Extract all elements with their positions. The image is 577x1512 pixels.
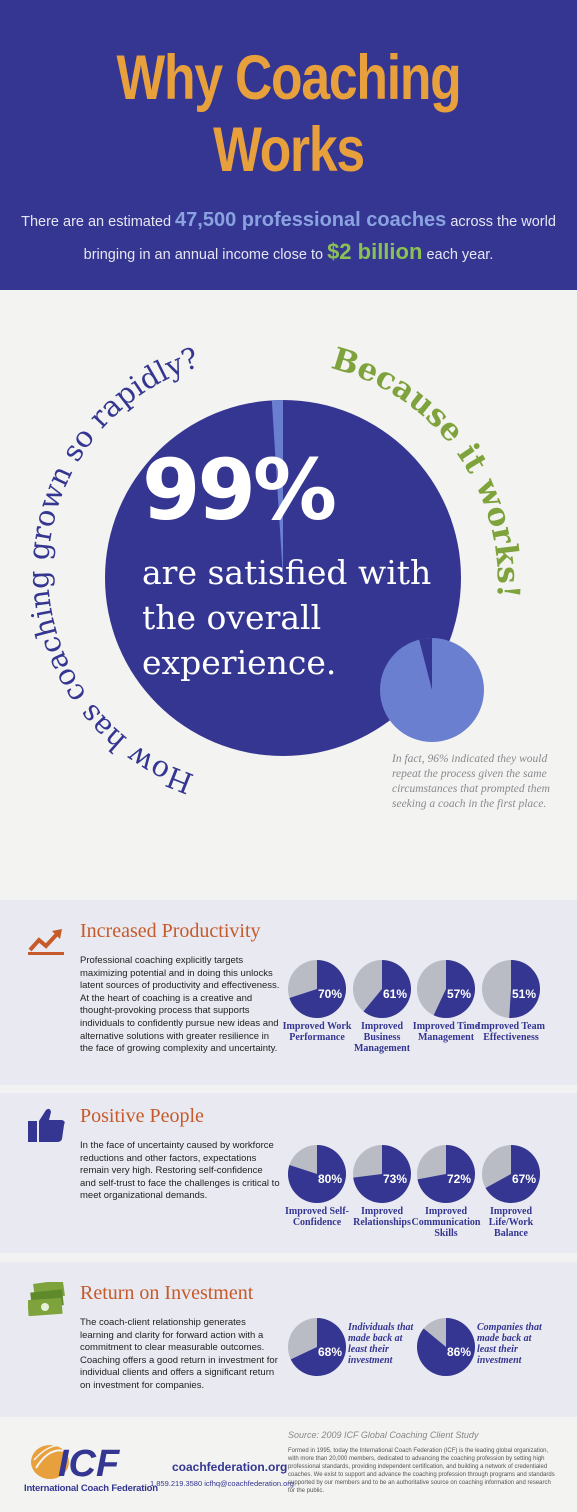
icf-logo: ICF xyxy=(31,1443,121,1482)
intro-text: There are an estimated 47,500 profession… xyxy=(20,205,557,270)
productivity-title: Increased Productivity xyxy=(80,920,261,942)
header-banner: Why Coaching Works There are an estimate… xyxy=(0,0,577,290)
pie-slice xyxy=(353,1145,411,1203)
stat-pie xyxy=(288,960,346,1018)
pie-slice xyxy=(289,960,346,1018)
roi-section: Return on Investment The coach-client re… xyxy=(0,1262,577,1417)
stat-pie xyxy=(417,1145,475,1203)
repeat-note: In fact, 96% indicated they would repeat… xyxy=(392,753,550,810)
icf-logo-text: ICF xyxy=(58,1443,121,1482)
intro-mid: across the world bringing in an annual i… xyxy=(83,214,556,263)
thumbs-up-icon xyxy=(28,1108,65,1142)
pie-slice xyxy=(485,1145,540,1203)
pie-caption: Improved Team Effectiveness xyxy=(477,1021,545,1043)
satisfaction-stat: 99% xyxy=(142,441,337,539)
website-link[interactable]: coachfederation.org xyxy=(172,1460,288,1474)
stat-pie xyxy=(288,1145,346,1203)
coach-count-highlight: 47,500 professional coaches xyxy=(175,209,447,231)
page-title: Why Coaching Works xyxy=(116,43,462,185)
pie-caption: Improved Business Management xyxy=(353,1021,411,1054)
pie-slice xyxy=(509,960,540,1018)
hero-graphic: How has coaching grown so rapidly? Becau… xyxy=(21,341,526,801)
productivity-body: Professional coaching explicitly targets… xyxy=(80,955,280,1055)
pie-caption: Companies that made back at least their … xyxy=(477,1322,542,1366)
pie-caption: Improved Self-Confidence xyxy=(285,1206,349,1228)
roi-body: The coach-client relationship generates … xyxy=(80,1317,278,1391)
pie-percent-label: 68% xyxy=(317,1345,342,1359)
pie-percent-label: 80% xyxy=(317,1172,342,1186)
people-title: Positive People xyxy=(80,1105,204,1127)
roi-title: Return on Investment xyxy=(80,1282,254,1304)
stat-pie xyxy=(288,1318,346,1376)
pie-percent-label: 61% xyxy=(382,987,407,1001)
pie-caption: Improved Life/Work Balance xyxy=(488,1206,534,1239)
pie-caption: Individuals that made back at least thei… xyxy=(348,1322,414,1366)
pie-percent-label: 57% xyxy=(446,987,471,1001)
satisfaction-pie-slice xyxy=(271,400,283,578)
org-name: International Coach Federation xyxy=(24,1483,158,1494)
people-body: In the face of uncertainty caused by wor… xyxy=(80,1140,280,1202)
stat-pie xyxy=(482,960,540,1018)
pie-percent-label: 72% xyxy=(446,1172,471,1186)
intro-pre: There are an estimated xyxy=(21,214,176,230)
pie-slice xyxy=(288,1145,346,1203)
pie-percent-label: 70% xyxy=(317,987,342,1001)
trend-up-chart-icon xyxy=(28,929,64,955)
satisfaction-text: are satisfied with the overall experienc… xyxy=(142,553,432,682)
money-stack-icon xyxy=(28,1282,65,1316)
pie-slice xyxy=(433,960,475,1018)
pie-percent-label: 51% xyxy=(511,987,536,1001)
pie-slice xyxy=(290,1318,346,1376)
pie-slice xyxy=(417,1318,475,1376)
footer xyxy=(0,1420,577,1512)
pie-caption: Improved Work Performance xyxy=(282,1021,352,1043)
pie-percent-label: 73% xyxy=(382,1172,407,1186)
intro-post: each year. xyxy=(422,247,494,263)
pie-caption: Improved Relationships xyxy=(353,1206,411,1228)
pie-caption: Improved Time Management xyxy=(412,1021,480,1043)
stat-pie xyxy=(417,960,475,1018)
contact-info: 1.859.219.3580 icfhq@coachfederation.org xyxy=(150,1479,294,1488)
pie-percent-label: 86% xyxy=(446,1345,471,1359)
stat-pie xyxy=(417,1318,475,1376)
about-text: Formed in 1995, today the International … xyxy=(288,1448,555,1494)
stat-pie xyxy=(353,1145,411,1203)
pie-caption: Improved Communication Skills xyxy=(411,1206,481,1239)
stat-pie xyxy=(353,960,411,1018)
income-highlight: $2 billion xyxy=(327,239,423,264)
pie-slice xyxy=(363,960,411,1018)
pie-slice xyxy=(417,1145,475,1203)
stat-pie xyxy=(482,1145,540,1203)
source-note: Source: 2009 ICF Global Coaching Client … xyxy=(288,1430,479,1440)
pie-percent-label: 67% xyxy=(511,1172,536,1186)
repeat-pie-slice xyxy=(419,638,432,690)
